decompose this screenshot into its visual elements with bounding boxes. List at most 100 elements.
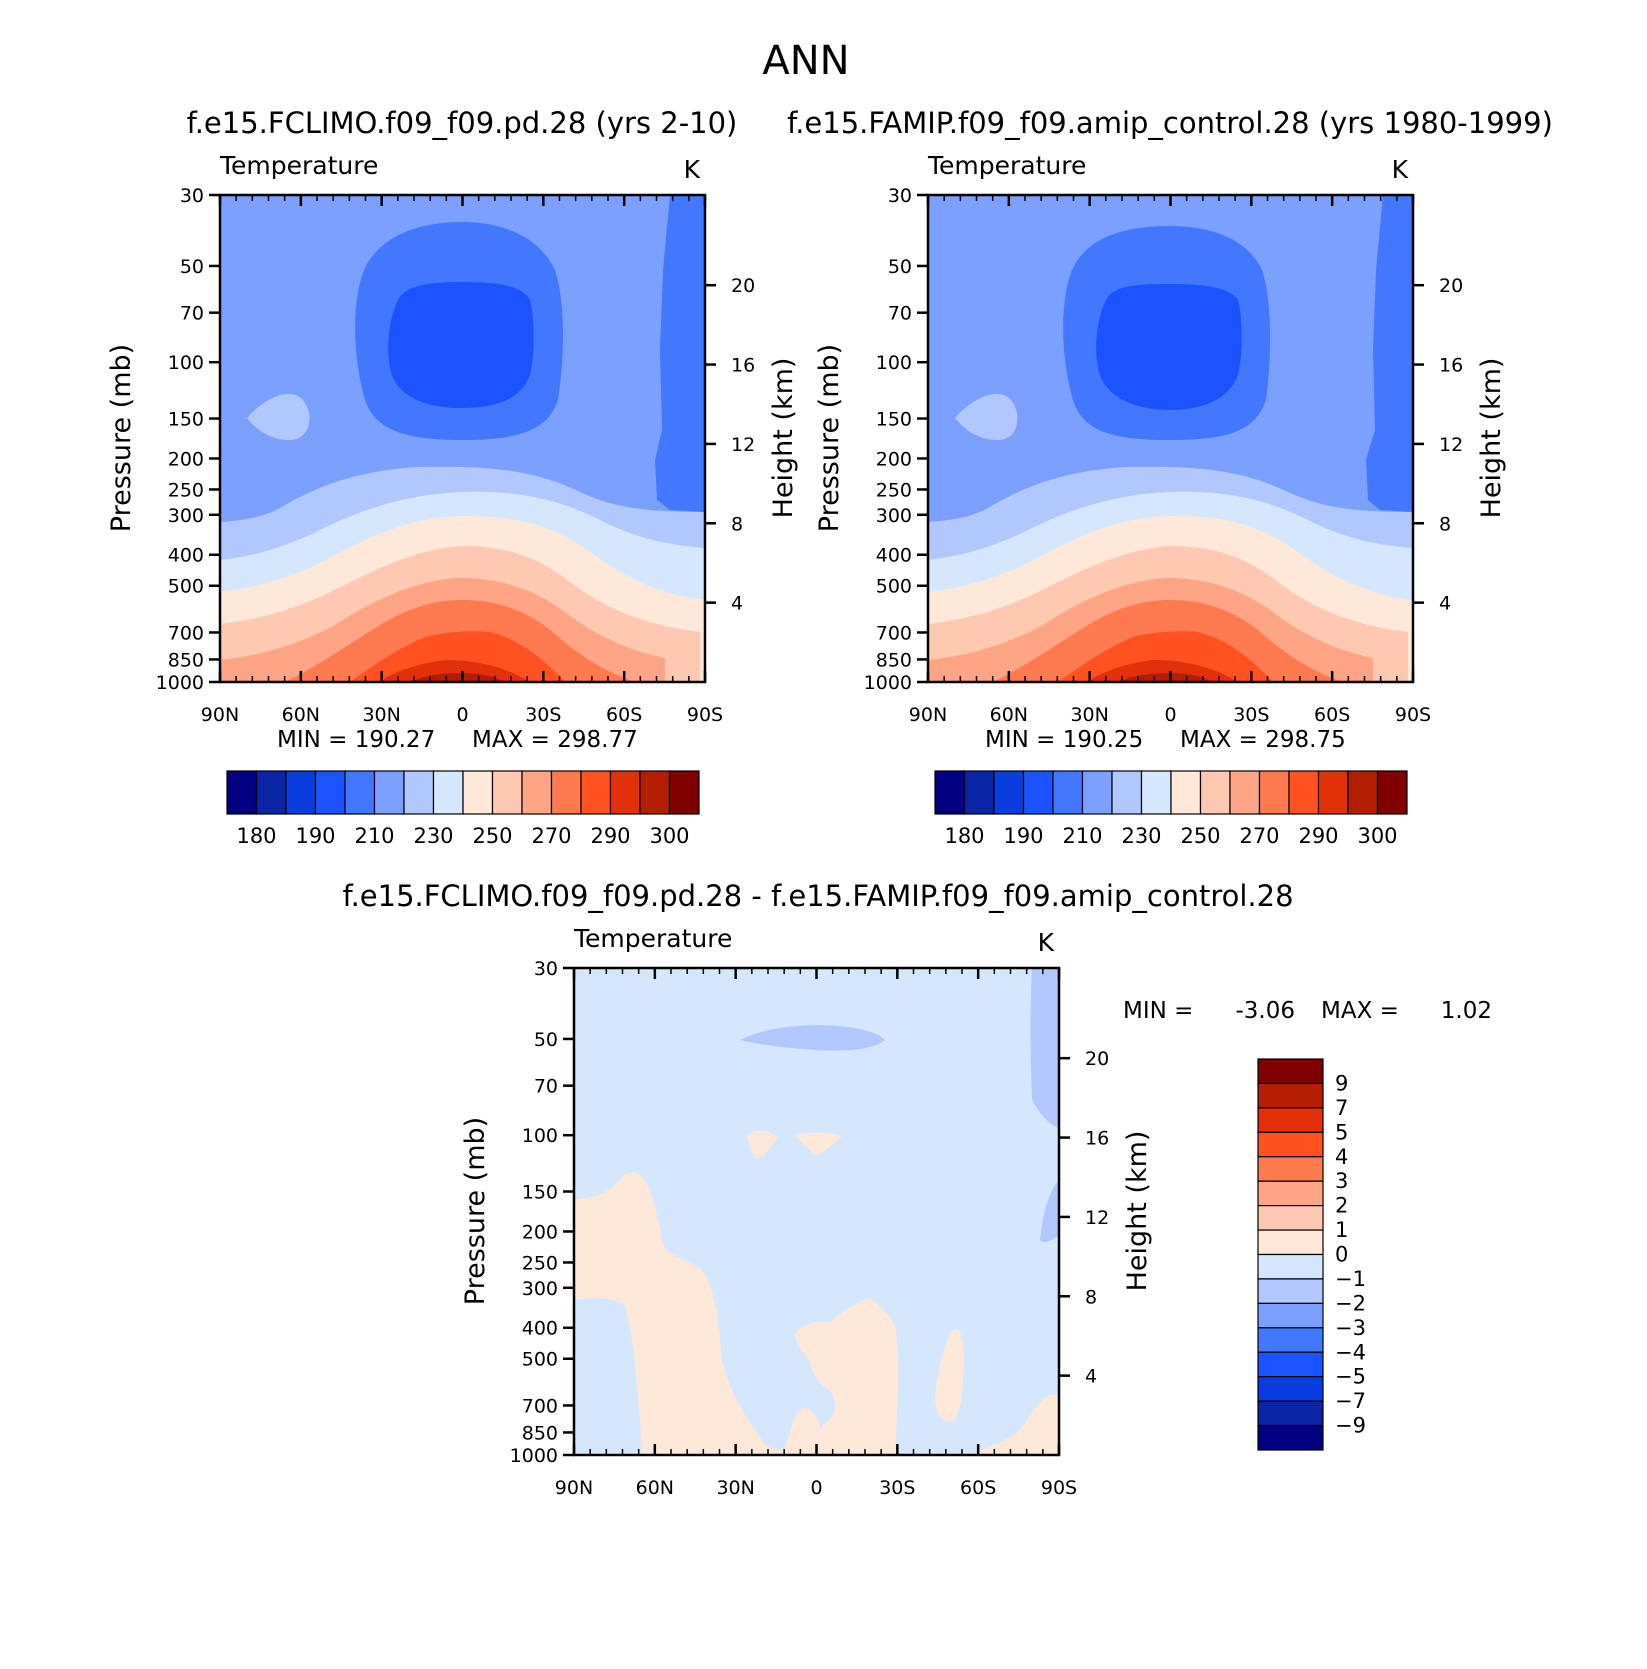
y-tick-label: 400 xyxy=(168,545,204,567)
y-tick-label: 850 xyxy=(876,649,912,671)
panel-left-max: MAX = 298.77 xyxy=(472,727,638,753)
x-tick-label: 60N xyxy=(990,704,1028,726)
colorbar-swatch xyxy=(462,770,494,815)
y-tick-label: 1000 xyxy=(510,1445,558,1467)
colorbar-swatch xyxy=(1140,770,1172,815)
colorbar-swatch xyxy=(1081,770,1113,815)
y-tick-label: 150 xyxy=(876,409,912,431)
panel-left-y2label: Height (km) xyxy=(768,358,799,519)
x-tick-label: 60S xyxy=(606,704,642,726)
colorbar-label: 7 xyxy=(1335,1096,1348,1120)
x-tick-label: 90S xyxy=(687,704,723,726)
panel-right-subtitle: Temperature xyxy=(927,151,1086,180)
figure-title: ANN xyxy=(762,38,849,84)
colorbar-swatch xyxy=(580,770,612,815)
x-tick-label: 90S xyxy=(1041,1477,1077,1499)
y2-tick-label: 16 xyxy=(731,355,755,377)
contour-fill-210-polar xyxy=(655,195,705,512)
x-tick-label: 90N xyxy=(909,704,947,726)
y-tick-label: 500 xyxy=(522,1349,558,1371)
contour-fill-pos-east-blob xyxy=(935,1329,964,1422)
colorbar-swatch xyxy=(344,770,376,815)
y-tick-label: 300 xyxy=(168,505,204,527)
panel-diff-units: K xyxy=(1038,928,1055,957)
contour-fill-295 xyxy=(1086,660,1238,682)
contour-fill-pos-blob-b xyxy=(795,1132,842,1155)
contour-fill-298 xyxy=(1118,673,1213,682)
y-tick-label: 50 xyxy=(534,1029,558,1051)
panel-diff-ylabel: Pressure (mb) xyxy=(460,1117,491,1305)
colorbar-swatch xyxy=(1257,1082,1324,1109)
colorbar-label: 210 xyxy=(1062,824,1102,848)
x-tick-label: 90S xyxy=(1395,704,1431,726)
colorbar-swatch xyxy=(255,770,287,815)
y-tick-label: 200 xyxy=(876,448,912,470)
panel-right: f.e15.FAMIP.f09_f09.amip_control.28 (yrs… xyxy=(787,106,1553,848)
colorbar-swatch xyxy=(1257,1156,1324,1182)
x-tick-label: 0 xyxy=(1164,704,1176,726)
y-tick-label: 200 xyxy=(168,448,204,470)
panel-diff-min-label: MIN = xyxy=(1123,998,1193,1024)
y2-tick-label: 12 xyxy=(1085,1207,1109,1229)
x-tick-label: 30S xyxy=(525,704,561,726)
x-tick-label: 0 xyxy=(456,704,468,726)
colorbar-label: 5 xyxy=(1335,1120,1348,1144)
contour-fill-290 xyxy=(1058,631,1273,682)
x-tick-label: 60S xyxy=(1314,704,1350,726)
y-tick-label: 400 xyxy=(522,1318,558,1340)
y2-tick-label: 8 xyxy=(1085,1286,1097,1308)
y-tick-label: 300 xyxy=(522,1278,558,1300)
contour-fill-pos-central xyxy=(795,1298,899,1455)
contour-fill-298 xyxy=(410,673,505,682)
y-tick-label: 70 xyxy=(180,303,204,325)
x-tick-label: 60N xyxy=(636,1477,674,1499)
y2-tick-label: 20 xyxy=(1085,1048,1109,1070)
y-tick-label: 700 xyxy=(876,622,912,644)
colorbar-swatch xyxy=(609,770,641,815)
contour-fill-neg2-polar-low xyxy=(1040,1180,1059,1243)
y-tick-label: 700 xyxy=(522,1395,558,1417)
y-tick-label: 500 xyxy=(168,576,204,598)
colorbar-swatch xyxy=(1257,1058,1324,1085)
colorbar-swatch xyxy=(1111,770,1143,815)
colorbar-label: −5 xyxy=(1335,1365,1366,1389)
colorbar-label: 1 xyxy=(1335,1218,1348,1242)
y2-tick-label: 12 xyxy=(731,434,755,456)
panel-diff-title: f.e15.FCLIMO.f09_f09.pd.28 - f.e15.FAMIP… xyxy=(342,879,1293,913)
y2-tick-label: 16 xyxy=(1085,1128,1109,1150)
panel-right-title: f.e15.FAMIP.f09_f09.amip_control.28 (yrs… xyxy=(787,106,1553,140)
contour-fill-neg-west-patch xyxy=(574,1297,642,1455)
panel-left-title: f.e15.FCLIMO.f09_f09.pd.28 (yrs 2-10) xyxy=(187,106,738,140)
colorbar-label: −1 xyxy=(1335,1267,1366,1291)
colorbar-label: −7 xyxy=(1335,1389,1366,1413)
colorbar-swatch xyxy=(1257,1424,1324,1451)
colorbar-swatch xyxy=(373,770,405,815)
y2-tick-label: 4 xyxy=(1085,1366,1097,1388)
y2-tick-label: 8 xyxy=(1439,513,1451,535)
colorbar-label: 300 xyxy=(1357,824,1397,848)
y-tick-label: 150 xyxy=(168,409,204,431)
colorbar-swatch xyxy=(1229,770,1261,815)
x-tick-label: 0 xyxy=(810,1477,822,1499)
colorbar-label: −2 xyxy=(1335,1291,1366,1315)
contour-fill-pos-blob-a xyxy=(747,1130,778,1159)
panel-diff-y2label: Height (km) xyxy=(1122,1131,1153,1292)
y-tick-label: 50 xyxy=(888,256,912,278)
y-tick-label: 150 xyxy=(522,1182,558,1204)
panel-left-min: MIN = 190.27 xyxy=(277,727,435,753)
colorbar-label: −3 xyxy=(1335,1316,1366,1340)
panel-diff-max-value: 1.02 xyxy=(1441,998,1492,1024)
y-tick-label: 70 xyxy=(534,1076,558,1098)
colorbar-swatch xyxy=(403,770,435,815)
colorbar-label: 9 xyxy=(1335,1071,1348,1095)
colorbar-swatch xyxy=(432,770,464,815)
y-tick-label: 30 xyxy=(888,185,912,207)
colorbar-swatch xyxy=(1257,1107,1324,1133)
colorbar-swatch xyxy=(668,770,700,815)
panel-diff-min-value: -3.06 xyxy=(1235,998,1295,1024)
y-tick-label: 30 xyxy=(180,185,204,207)
panel-right-min: MIN = 190.25 xyxy=(985,727,1143,753)
